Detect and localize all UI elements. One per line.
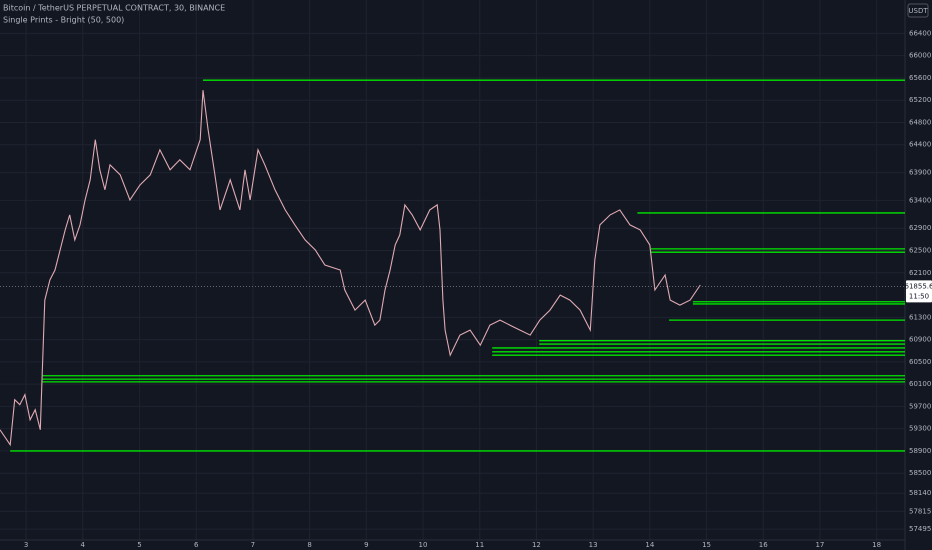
x-tick-label: 12 [532,541,541,549]
x-tick-label: 16 [759,541,768,549]
y-tick-label: 57495.0 [909,525,932,533]
x-tick-label: 18 [872,541,881,549]
y-tick-label: 60500.0 [909,358,932,366]
chart-title: Bitcoin / TetherUS PERPETUAL CONTRACT, 3… [3,4,225,13]
y-tick-label: 57815.0 [909,507,932,515]
last-price-label: 61855.6 [905,282,932,290]
y-tick-label: 65600.0 [909,74,932,82]
x-tick-label: 10 [419,541,428,549]
price-line [0,90,701,447]
y-tick-label: 64800.0 [909,118,932,126]
y-tick-label: 62100.0 [909,269,932,277]
y-tick-label: 62500.0 [909,247,932,255]
y-tick-label: 66000.0 [909,52,932,60]
y-tick-label: 65200.0 [909,96,932,104]
y-tick-label: 64400.0 [909,141,932,149]
indicator-name: Single Prints - Bright (50, 500) [3,16,124,25]
y-tick-label: 59300.0 [909,425,932,433]
y-tick-label: 61300.0 [909,313,932,321]
y-tick-label: 62900.0 [909,224,932,232]
y-tick-label: 60100.0 [909,380,932,388]
x-tick-label: 13 [589,541,598,549]
x-tick-label: 6 [194,541,199,549]
y-tick-label: 63900.0 [909,169,932,177]
currency-box[interactable] [907,3,929,18]
x-tick-label: 3 [24,541,28,549]
y-tick-label: 59700.0 [909,402,932,410]
countdown-label: 11:50 [909,292,929,300]
grid [0,0,905,540]
x-tick-label: 5 [137,541,141,549]
y-tick-label: 66400.0 [909,29,932,37]
y-tick-label: 58900.0 [909,447,932,455]
last-price-box [906,280,932,303]
y-tick-label: 63400.0 [909,196,932,204]
x-tick-label: 9 [364,541,368,549]
x-tick-label: 14 [645,541,654,549]
x-tick-label: 15 [702,541,711,549]
y-tick-label: 58140.0 [909,489,932,497]
x-tick-label: 4 [81,541,86,549]
y-tick-label: 60900.0 [909,336,932,344]
x-tick-label: 7 [251,541,255,549]
y-tick-label: 58500.0 [909,469,932,477]
x-tick-label: 17 [815,541,824,549]
x-tick-label: 8 [307,541,311,549]
currency[interactable]: USDT [908,7,928,15]
x-tick-label: 11 [475,541,484,549]
